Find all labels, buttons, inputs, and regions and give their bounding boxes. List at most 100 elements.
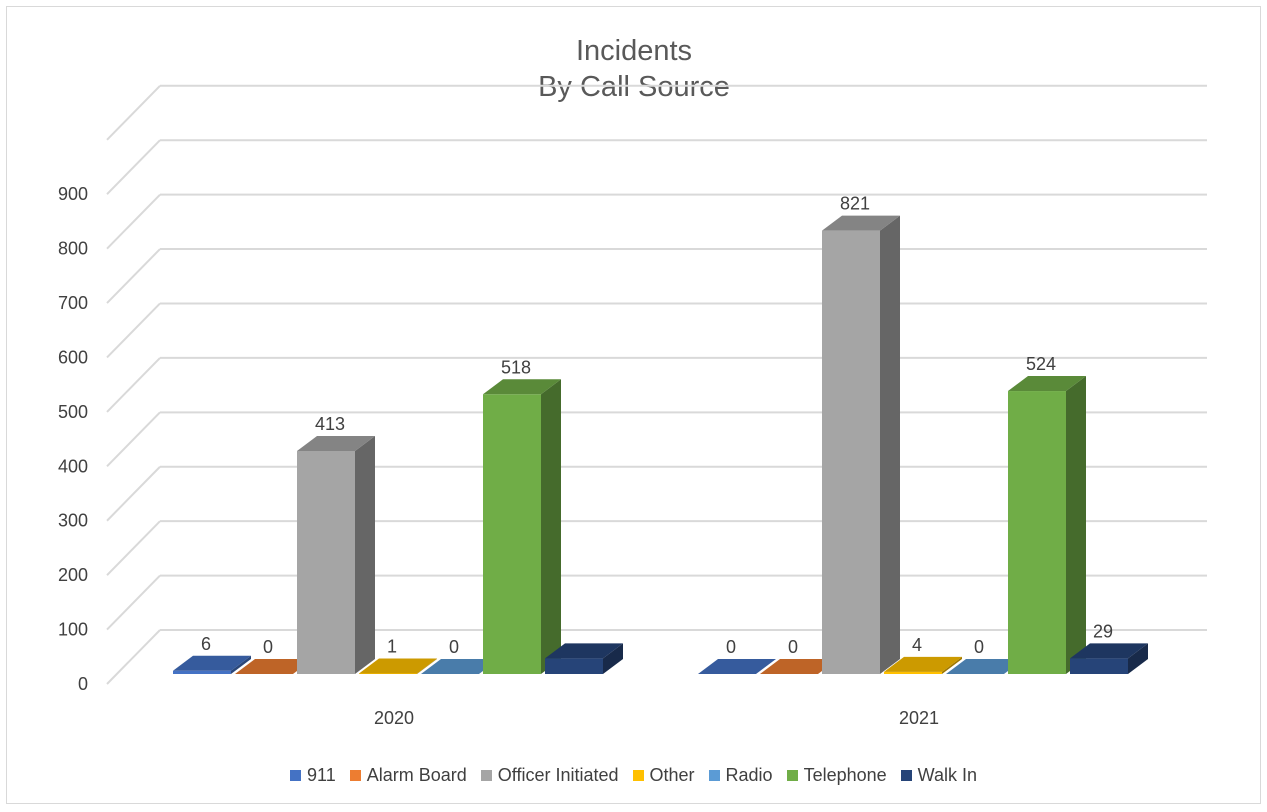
data-label: 413: [315, 414, 345, 434]
y-tick-label: 700: [58, 293, 88, 313]
bar-top: [297, 435, 375, 451]
bar-front: [483, 394, 541, 674]
bar-top: [1070, 643, 1148, 659]
legend-item: 911: [290, 765, 336, 786]
bar-side: [1066, 376, 1086, 674]
chart-title: Incidents By Call Source: [538, 35, 730, 103]
gridline-side: [106, 411, 161, 468]
bar-side: [1128, 643, 1148, 674]
bar-top: [483, 379, 561, 395]
chart-title-line-1: Incidents: [576, 35, 692, 67]
gridline-side: [106, 85, 161, 141]
data-label: 29: [1093, 621, 1113, 641]
gridline-side: [106, 574, 161, 631]
data-label: 518: [501, 357, 531, 377]
data-labels: 6 0 413 1 0 518 0 0 821 4 0 524 29: [201, 194, 1113, 657]
bar-2020-radio: [421, 659, 499, 674]
bar-side: [355, 435, 375, 674]
legend-item: Other: [632, 764, 695, 786]
legend-label: Other: [649, 764, 695, 785]
data-label: 0: [263, 637, 273, 657]
legend: 911 Alarm Board Officer Initiated Other Radi…: [0, 764, 1267, 786]
data-label: 6: [201, 634, 211, 654]
legend-label: Alarm Board: [366, 764, 467, 785]
bar-2020-911: [173, 655, 251, 674]
legend-swatch: [349, 769, 361, 781]
x-category-label: 2021: [899, 708, 939, 728]
y-tick-label: 800: [58, 239, 88, 259]
gridline-side: [106, 302, 161, 359]
bar-side: [603, 643, 623, 674]
data-label: 821: [840, 194, 870, 214]
bar-top: [698, 659, 776, 674]
y-tick-label: 0: [78, 674, 88, 694]
bar-front: [1070, 658, 1128, 674]
bar-top: [235, 659, 313, 674]
bar-top: [884, 656, 962, 672]
legend-item: Alarm Board: [349, 764, 467, 786]
x-axis-categories: 2020 2021: [374, 708, 939, 728]
legend-label: Walk In: [917, 764, 977, 785]
y-tick-label: 400: [58, 456, 88, 476]
legend-item: Walk In: [900, 764, 977, 786]
bar-2021-officer-initiated: [822, 215, 900, 674]
legend-swatch: [290, 769, 302, 781]
y-tick-label: 100: [58, 620, 88, 640]
legend-swatch: [480, 769, 492, 781]
bar-front: [822, 230, 880, 674]
gridline-side: [106, 629, 161, 685]
bar-2021-alarm-board: [760, 659, 838, 674]
bar-side: [417, 658, 437, 674]
gridline-side: [106, 357, 161, 413]
legend-label: 911: [307, 764, 336, 785]
bar-2020-other: [359, 658, 437, 674]
bar-top: [421, 659, 499, 674]
gridline-side: [106, 193, 161, 250]
x-category-label: 2020: [374, 708, 414, 728]
bar-2020-officer-initiated: [297, 435, 375, 674]
data-label: 0: [726, 637, 736, 657]
bar-2021-911: [698, 659, 776, 674]
legend-swatch: [786, 769, 798, 781]
data-label: 0: [974, 637, 984, 657]
y-tick-label: 600: [58, 347, 88, 367]
legend-item: Officer Initiated: [480, 764, 619, 786]
bar-front: [545, 658, 603, 674]
y-tick-label: 900: [58, 184, 88, 204]
bar-front: [173, 670, 231, 674]
chart-title-line-2: By Call Source: [538, 71, 730, 103]
y-tick-label: 300: [58, 511, 88, 531]
y-tick-label: 500: [58, 402, 88, 422]
bar-side: [541, 379, 561, 674]
legend-label: Radio: [725, 764, 773, 785]
gridline-side: [106, 466, 161, 522]
data-label: 0: [788, 637, 798, 657]
legend-item: Radio: [708, 764, 773, 786]
data-label: 0: [449, 637, 459, 657]
legend-swatch: [708, 769, 720, 781]
bar-2020-alarm-board: [235, 659, 313, 674]
y-tick-label: 200: [58, 565, 88, 585]
data-label: 4: [912, 635, 922, 655]
bar-2020-walk-in: [545, 643, 623, 674]
bar-top: [760, 659, 838, 674]
bar-side: [880, 215, 900, 674]
bar-2021-walk-in: [1070, 643, 1148, 674]
bar-2021-telephone: [1008, 376, 1086, 674]
legend-label: Officer Initiated: [497, 764, 619, 785]
data-label: 524: [1026, 354, 1056, 374]
legend-swatch: [900, 769, 912, 781]
bar-side: [942, 656, 962, 674]
gridline-side: [106, 139, 161, 195]
bar-front: [884, 671, 942, 674]
legend-label: Telephone: [803, 764, 887, 785]
bar-top: [946, 659, 1024, 674]
bar-front: [1008, 391, 1066, 674]
y-axis-ticks: 0 100 200 300 400 500 600 700 800 900: [58, 184, 88, 694]
bar-2021-radio: [946, 659, 1024, 674]
bar-top: [1008, 376, 1086, 392]
gridline-side: [106, 248, 161, 304]
bar-front: [359, 673, 417, 674]
bar-side: [231, 655, 251, 674]
